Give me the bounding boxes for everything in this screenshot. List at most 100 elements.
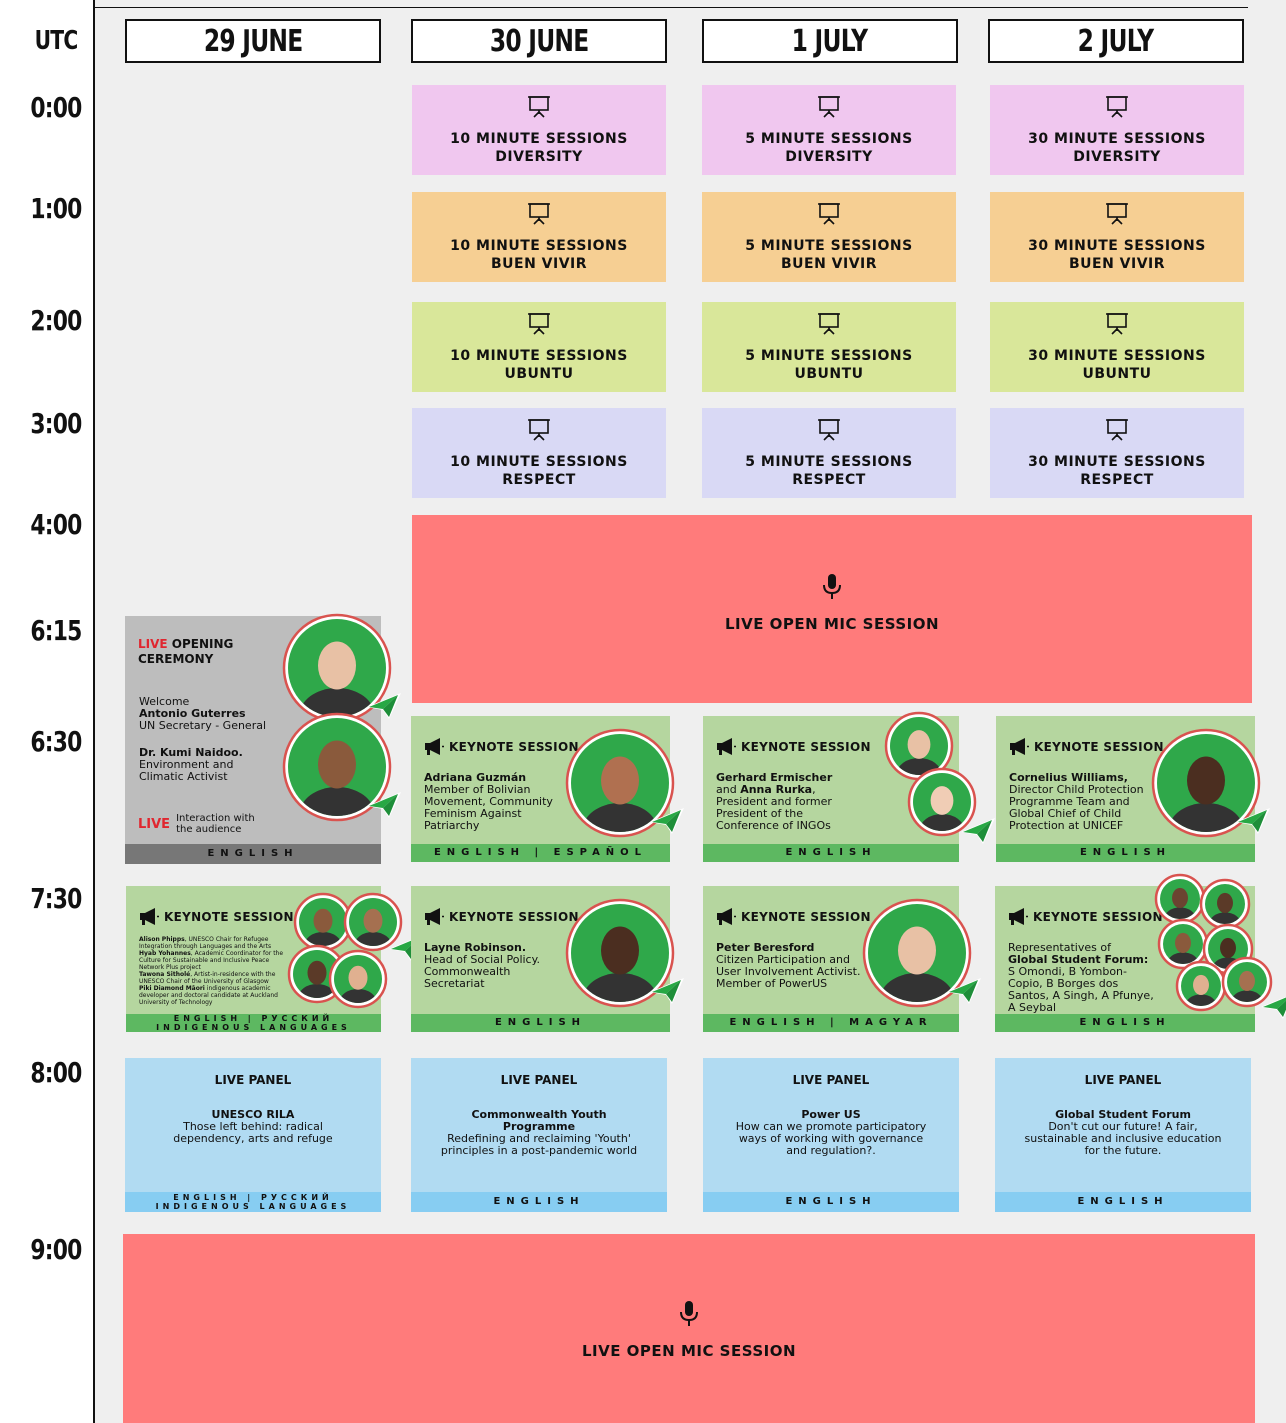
- time-label: 7:30: [30, 882, 82, 915]
- keynote-title: KEYNOTE SESSION: [449, 910, 579, 924]
- board-icon: [702, 311, 956, 337]
- board-icon: [990, 417, 1244, 443]
- keynote-line: Citizen Participation and User Involveme…: [716, 954, 866, 990]
- plane-icon: [365, 790, 403, 824]
- session-theme: BUEN VIVIR: [1068, 256, 1166, 272]
- day-label: 29 JUNE: [203, 23, 303, 59]
- panel-org: UNESCO RILA: [211, 1108, 295, 1121]
- language-label: INDIGENOUS LANGUAGES: [156, 1023, 351, 1032]
- keynote-text: Cornelius Williams, Director Child Protec…: [1009, 772, 1159, 832]
- plane-icon: [648, 976, 686, 1010]
- session-title: 10 MINUTE SESSIONS: [450, 454, 628, 470]
- panel-heading: LIVE PANEL: [1084, 1073, 1162, 1087]
- keynote-title: KEYNOTE SESSION: [741, 910, 871, 924]
- panel-org: Commonwealth Youth Programme: [471, 1108, 607, 1133]
- panel-org: Power US: [801, 1108, 861, 1121]
- speaker-name: Gerhard Ermischer: [716, 771, 833, 784]
- panel-heading: LIVE PANEL: [214, 1073, 292, 1087]
- keynote-line: and Anna Rurka, President and former Pre…: [716, 784, 866, 832]
- session-title: 30 MINUTE SESSIONS: [1028, 454, 1206, 470]
- panel-org: Global Student Forum: [1055, 1108, 1191, 1121]
- keynote-card: KEYNOTE SESSION Representatives of Global …: [995, 873, 1286, 1032]
- speaker-name: Cornelius Williams,: [1009, 771, 1128, 784]
- panel-body: Commonwealth Youth Programme Redefining a…: [439, 1109, 639, 1157]
- session-title: 30 MINUTE SESSIONS: [1028, 238, 1206, 254]
- speaker-role: Director Child Protection Programme Team…: [1009, 783, 1144, 832]
- speaker-photo: [282, 712, 392, 822]
- speaker-photo: [1157, 918, 1209, 970]
- speaker-name: Piki Diamond Māori: [139, 985, 205, 992]
- megaphone-icon: [139, 908, 159, 926]
- panel-card: LIVE PANEL UNESCO RILA Those left behind: …: [125, 1058, 381, 1212]
- keynote-card: KEYNOTE SESSION Cornelius Williams, Direct…: [996, 716, 1270, 862]
- speaker-role: Representatives of: [1008, 941, 1111, 954]
- live-interaction: LIVE Interaction with the audience: [138, 813, 266, 835]
- session-block: 10 MINUTE SESSIONS RESPECT: [412, 408, 666, 498]
- board-icon: [412, 311, 666, 337]
- keynote-title: KEYNOTE SESSION: [1034, 740, 1164, 754]
- session-theme: RESPECT: [792, 472, 866, 488]
- speaker-name: Peter Beresford: [716, 941, 815, 954]
- live-label: LIVE: [138, 816, 171, 832]
- language-label: ENGLISH: [1079, 1017, 1171, 1028]
- day-header: 2 JULY: [988, 19, 1244, 63]
- utc-label: UTC: [34, 26, 79, 56]
- keynote-title: KEYNOTE SESSION: [449, 740, 579, 754]
- session-theme: BUEN VIVIR: [780, 256, 878, 272]
- open-mic-block: LIVE OPEN MIC SESSION: [412, 515, 1252, 703]
- speaker-photo: [1221, 956, 1273, 1008]
- keynote-card: KEYNOTE SESSION Layne Robinson. Head of So…: [411, 886, 684, 1032]
- keynote-card: KEYNOTE SESSION Adriana Guzmán Member of B…: [411, 716, 684, 862]
- language-bar: ENGLISH: [411, 1192, 667, 1212]
- board-icon: [702, 94, 956, 120]
- speaker-name: Alison Phipps: [139, 936, 185, 943]
- session-title: 30 MINUTE SESSIONS: [1028, 131, 1206, 147]
- speaker-photo: [862, 898, 972, 1008]
- panel-heading: LIVE PANEL: [500, 1073, 578, 1087]
- ceremony-title: OPENING CEREMONY: [138, 637, 234, 666]
- mic-icon: [123, 1300, 1255, 1332]
- plane-icon: [959, 816, 997, 850]
- time-label: 6:15: [30, 614, 82, 647]
- board-icon: [702, 201, 956, 227]
- speaker-role: S Omondi, B Yombon-Copio, B Borges dos S…: [1008, 965, 1154, 1014]
- session-theme: RESPECT: [1080, 472, 1154, 488]
- language-bar: ENGLISH: [125, 844, 381, 864]
- speaker-photo: [1199, 878, 1251, 930]
- keynote-title: KEYNOTE SESSION: [741, 740, 871, 754]
- language-label: ENGLISH: [1077, 1196, 1169, 1207]
- session-block: 5 MINUTE SESSIONS DIVERSITY: [702, 85, 956, 175]
- speaker-role: , President and former President of the …: [716, 783, 832, 832]
- speaker-photo: [565, 898, 675, 1008]
- speaker-name: Hyab Yohannes: [139, 950, 191, 957]
- keynote-card: KEYNOTE SESSION Gerhard Ermischer and Anna…: [703, 711, 995, 862]
- session-theme: UBUNTU: [1082, 366, 1152, 382]
- speaker-role: indigenous academic developer and doctor…: [139, 985, 278, 1006]
- panel-card: LIVE PANEL Commonwealth Youth Programme Re…: [411, 1058, 667, 1212]
- panel-description: Redefining and reclaiming 'Youth' princi…: [440, 1132, 638, 1157]
- session-theme: DIVERSITY: [785, 149, 873, 165]
- speaker-role: , Artist-in-residence with the UNESCO Ch…: [139, 971, 276, 985]
- board-icon: [412, 201, 666, 227]
- time-label: 3:00: [30, 407, 82, 440]
- session-title: 5 MINUTE SESSIONS: [745, 131, 913, 147]
- speaker-name: Dr. Kumi Naidoo.: [139, 746, 243, 759]
- session-title: 5 MINUTE SESSIONS: [745, 454, 913, 470]
- keynote-heading: KEYNOTE SESSION: [424, 908, 579, 926]
- language-bar: ENGLISH | РУССКИЙ INDIGENOUS LANGUAGES: [125, 1192, 381, 1212]
- speaker-name: Tawona Sitholé: [139, 971, 191, 978]
- keynote-line: Hyab Yohannes, Academic Coordinator for …: [139, 950, 285, 971]
- language-bar: ENGLISH: [996, 844, 1255, 862]
- board-icon: [990, 94, 1244, 120]
- open-mic-block: LIVE OPEN MIC SESSION: [123, 1234, 1255, 1423]
- speaker-photo: [565, 728, 675, 838]
- speaker-role: and: [716, 783, 741, 796]
- opening-ceremony: LIVE OPENING CEREMONY Welcome Antonio Gute…: [125, 613, 401, 864]
- panel-body: Power US How can we promote participatory…: [731, 1109, 931, 1157]
- panel-description: Those left behind: radical dependency, a…: [173, 1120, 333, 1145]
- language-label: ENGLISH | РУССКИЙ: [173, 1014, 334, 1023]
- session-block: 10 MINUTE SESSIONS UBUNTU: [412, 302, 666, 392]
- megaphone-icon: [716, 738, 736, 756]
- mic-icon: [412, 573, 1252, 605]
